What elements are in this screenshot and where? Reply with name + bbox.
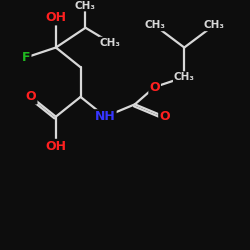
- Text: CH₃: CH₃: [204, 20, 225, 30]
- Text: CH₃: CH₃: [144, 20, 165, 30]
- Text: F: F: [22, 51, 30, 64]
- Text: O: O: [26, 90, 36, 104]
- Text: CH₃: CH₃: [100, 38, 121, 48]
- Text: OH: OH: [45, 12, 66, 24]
- Text: OH: OH: [45, 140, 66, 153]
- Text: O: O: [159, 110, 170, 123]
- Text: O: O: [149, 80, 160, 94]
- Text: CH₃: CH₃: [174, 72, 195, 82]
- Text: CH₃: CH₃: [75, 0, 96, 10]
- Text: NH: NH: [95, 110, 116, 123]
